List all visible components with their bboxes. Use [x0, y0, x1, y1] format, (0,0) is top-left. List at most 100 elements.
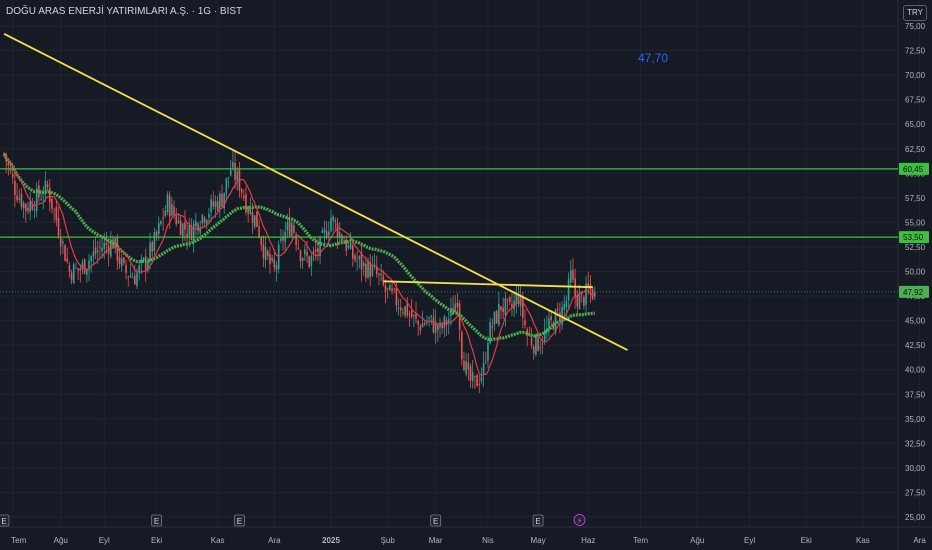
candle-body [48, 187, 51, 203]
y-tick-label: 45,00 [905, 317, 926, 326]
candle-body [129, 275, 132, 277]
x-tick-label: 2025 [322, 536, 340, 545]
candle-body [203, 217, 206, 223]
candle-body [511, 303, 513, 307]
earnings-marker[interactable] [532, 514, 544, 527]
x-tick-label: Eyl [744, 536, 755, 545]
x-tick-label: Kas [211, 536, 225, 545]
candle-body [328, 231, 330, 236]
candle-body [593, 291, 596, 297]
event-marker[interactable] [573, 514, 586, 526]
candle-body [290, 223, 293, 237]
candle-body [482, 363, 485, 375]
candle-body [127, 276, 130, 278]
candle-body [441, 324, 443, 329]
earnings-marker[interactable] [430, 514, 442, 527]
candle-body [506, 298, 509, 300]
trendline[interactable] [383, 280, 593, 289]
candle-body [334, 220, 337, 222]
candle-body [500, 306, 502, 311]
currency-button[interactable]: TRY [903, 5, 927, 21]
candle-body [397, 307, 400, 310]
candle-body [186, 233, 188, 238]
candle-body [247, 208, 249, 214]
candle-body [22, 202, 25, 209]
candle-body [585, 283, 587, 305]
candle-body [517, 295, 520, 304]
trendline[interactable] [3, 33, 628, 351]
candle-body [177, 220, 180, 223]
candle-body [489, 322, 491, 344]
candle-body [432, 317, 435, 333]
candle-body [38, 185, 40, 198]
candle-body [153, 232, 156, 251]
x-tick-label: Tem [11, 536, 26, 545]
candle-body [140, 259, 143, 262]
candle-body [53, 209, 55, 211]
candle-body [391, 288, 393, 291]
candle-body [168, 195, 171, 217]
candle-body [559, 312, 561, 322]
candle-body [404, 306, 406, 316]
candle-body [134, 275, 136, 285]
candle-body [293, 225, 295, 233]
candle-body [57, 218, 60, 236]
level-price-badge [899, 231, 929, 244]
candle-body [31, 203, 34, 210]
candle-body [570, 270, 572, 283]
candle-body [321, 230, 324, 233]
candle-body [68, 265, 71, 272]
candle-body [502, 307, 505, 313]
candle-body [103, 242, 106, 250]
candle-body [157, 223, 160, 235]
candle-body [535, 334, 537, 355]
earnings-marker[interactable] [0, 514, 10, 527]
candle-body [264, 247, 267, 260]
x-tick-label: Nis [482, 536, 494, 545]
candle-body [208, 213, 210, 218]
y-tick-label: 55,00 [905, 218, 926, 227]
candle-body [402, 312, 404, 314]
candle-body [99, 247, 101, 248]
candle-body [66, 258, 69, 262]
candle-body [532, 346, 535, 354]
candle-body [120, 258, 123, 267]
candle-body [35, 188, 38, 211]
earnings-marker[interactable] [151, 514, 163, 527]
candle-body [262, 244, 265, 259]
candle-body [205, 219, 208, 224]
candle-body [223, 192, 225, 209]
candle-body [565, 301, 568, 308]
candle-body [382, 276, 385, 285]
candle-body [229, 169, 232, 176]
candle-body [188, 224, 191, 236]
candle-body [288, 220, 291, 236]
candle-body [360, 252, 363, 270]
candle-body [310, 255, 313, 266]
candle-body [166, 194, 169, 212]
candle-body [280, 238, 282, 241]
candle-body [210, 199, 212, 213]
y-tick-label: 27,50 [905, 488, 926, 497]
candle-body [62, 241, 64, 244]
candle-body [282, 237, 284, 241]
earnings-marker[interactable] [234, 514, 245, 527]
candle-body [181, 223, 184, 239]
candle-body [461, 331, 463, 360]
candle-body [513, 300, 515, 309]
candle-body [587, 283, 590, 288]
candle-body [330, 218, 332, 232]
candle-body [118, 257, 121, 264]
candle-body [474, 375, 476, 377]
candle-body [463, 360, 465, 371]
event-marker-label: ⚡ [577, 517, 583, 526]
candle-body [522, 296, 524, 318]
candle-body [232, 162, 234, 168]
price-annotation[interactable]: 47,70 [638, 51, 669, 65]
candle-body [323, 228, 326, 233]
candle-body [530, 338, 533, 346]
candle-body [238, 169, 241, 191]
candle-body [437, 324, 439, 330]
last-price-badge [899, 285, 929, 298]
